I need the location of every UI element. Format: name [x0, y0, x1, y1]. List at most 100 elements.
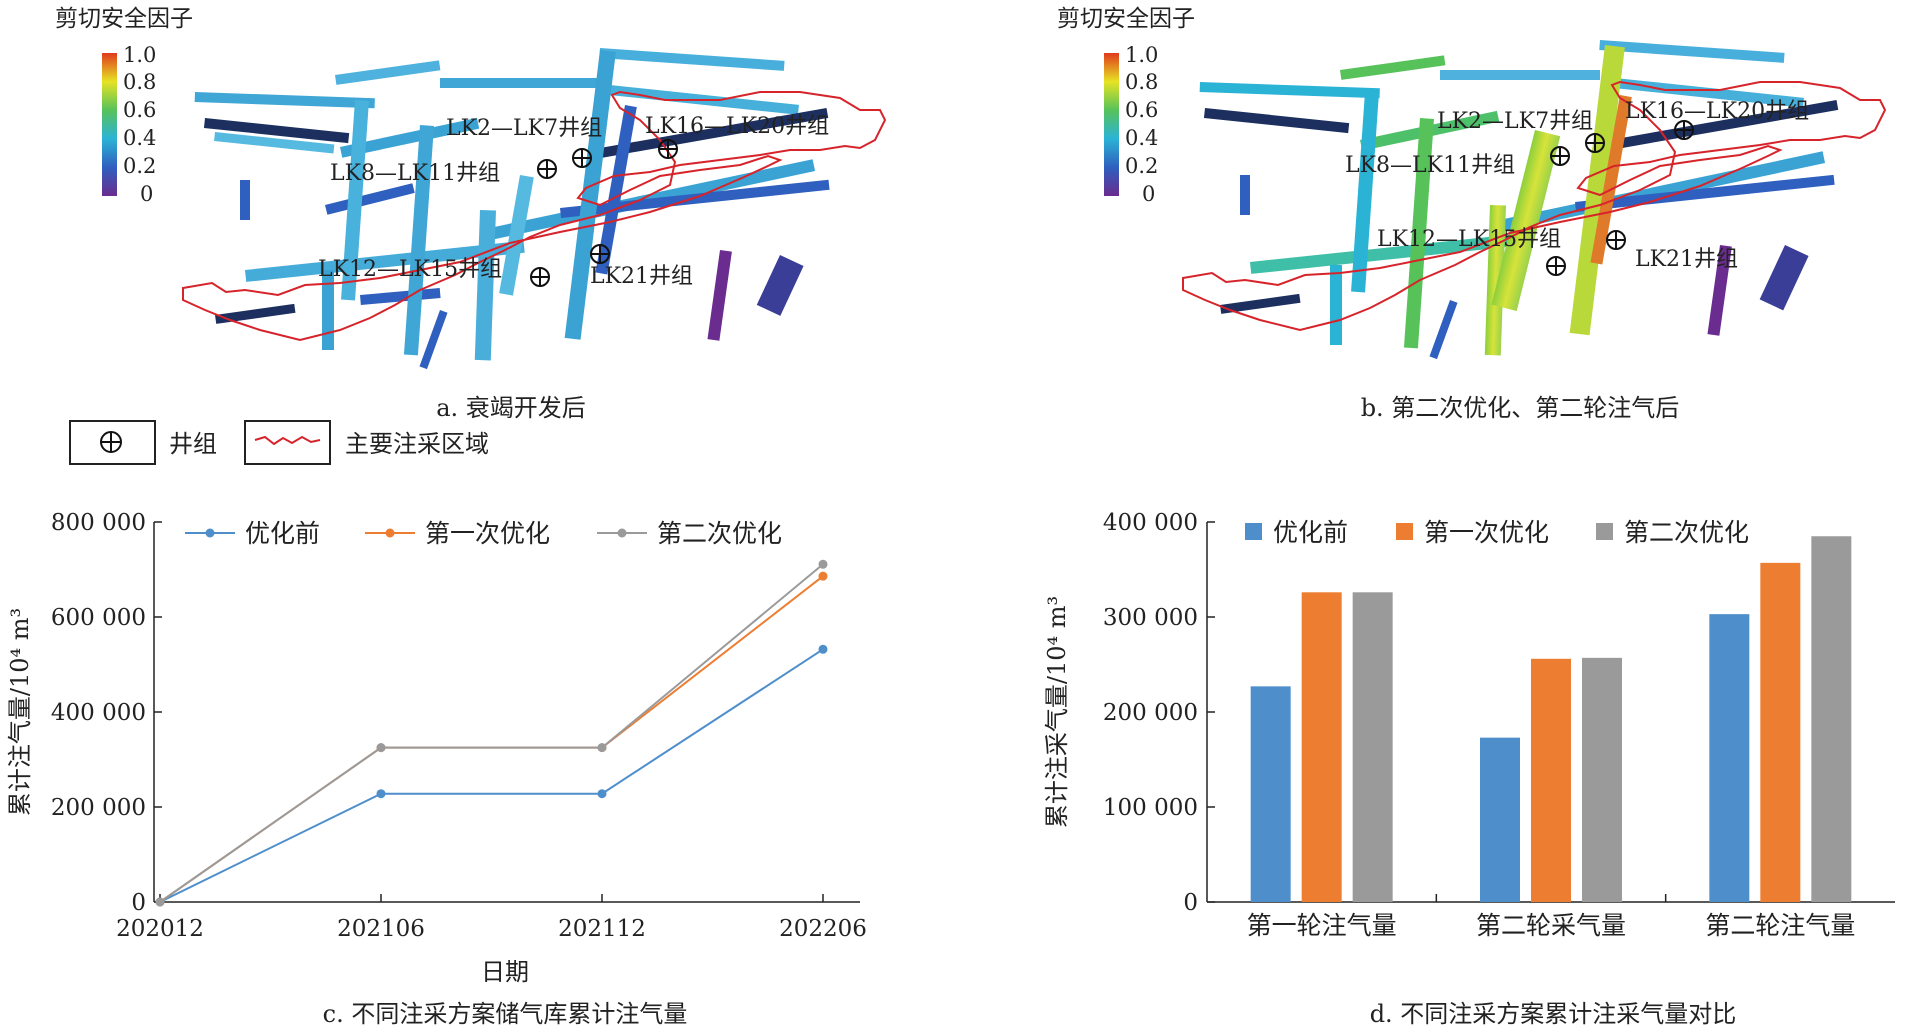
chart-d-y-ticks: 0 100 000 200 000 300 000 400 000	[1103, 510, 1215, 916]
map-a-label-lk16-lk20: LK16—LK20井组	[645, 114, 829, 139]
chart-d-bar	[1301, 592, 1342, 902]
map-a-tick-0.2: 0.2	[123, 154, 156, 178]
map-b: 剪切安全因子 1.0 0.8 0.6 0.4 0.2 0	[1057, 6, 1887, 422]
legend-well-label: 井组	[169, 430, 217, 458]
map-a: 剪切安全因子 1.0 0.8 0.6 0.4 0.2 0	[55, 6, 887, 422]
map-b-well-labels: LK2—LK7井组 LK16—LK20井组 LK8—LK11井组 LK12—LK…	[1345, 99, 1809, 272]
chart-d-legend: 优化前 第一次优化 第二次优化	[1245, 518, 1749, 547]
chart-c-ylabel: 累计注气量/10⁴ m³	[6, 608, 34, 816]
map-b-well-symbol-lk12-lk15	[1546, 256, 1566, 276]
chart-c-point	[155, 897, 165, 907]
chart-c-y-ticks: 0 200 000 400 000 600 000 800 000	[51, 510, 162, 916]
legend-well-box	[69, 420, 156, 465]
chart-d-legend-label: 第一次优化	[1424, 518, 1549, 547]
chart-c-legend-label: 第二次优化	[657, 519, 782, 548]
chart-d-bar	[1480, 737, 1520, 902]
map-a-tick-0.4: 0.4	[123, 126, 156, 150]
chart-c-point	[597, 743, 607, 753]
chart-c-legend-label: 第一次优化	[425, 519, 550, 548]
chart-d-ylabel: 累计注采气量/10⁴ m³	[1043, 596, 1071, 828]
map-legend: 井组 主要注采区域	[69, 420, 489, 465]
map-a-tick-0.6: 0.6	[123, 98, 156, 122]
map-a-wells	[530, 139, 678, 287]
map-a-well-symbol-lk16-lk20	[658, 139, 678, 159]
legend-region-line	[254, 435, 321, 446]
chart-d-bar	[1582, 657, 1622, 902]
map-a-well-labels: LK2—LK7井组 LK16—LK20井组 LK8—LK11井组 LK12—LK…	[318, 114, 829, 289]
map-b-tick-0.2: 0.2	[1125, 154, 1158, 178]
chart-c-point	[818, 571, 828, 581]
chart-c-ytick-label: 200 000	[51, 795, 146, 821]
map-a-colorbar-ticks: 1.0 0.8 0.6 0.4 0.2 0	[123, 43, 156, 206]
chart-c-ytick-label: 400 000	[51, 700, 146, 726]
map-a-main-injection-region	[182, 90, 887, 342]
chart-d-bar	[1250, 686, 1291, 902]
legend-region-box	[244, 420, 331, 465]
chart-c-legend-label: 优化前	[245, 519, 320, 548]
chart-c-legend-marker	[205, 528, 215, 538]
map-b-tick-1: 1.0	[1125, 43, 1158, 67]
chart-d-xtick-label: 第一轮注气量	[1247, 911, 1397, 940]
chart-d-ytick-label: 100 000	[1103, 795, 1198, 821]
map-b-label-lk8-lk11: LK8—LK11井组	[1345, 153, 1515, 178]
map-a-colorbar-title: 剪切安全因子	[55, 6, 193, 32]
chart-d-legend-label: 优化前	[1273, 518, 1348, 547]
chart-c-point	[818, 644, 828, 654]
map-b-colorbar-title: 剪切安全因子	[1057, 6, 1195, 32]
map-a-colorbar	[102, 53, 117, 196]
chart-d-bar	[1709, 614, 1750, 902]
map-b-label-lk16-lk20: LK16—LK20井组	[1625, 99, 1809, 124]
chart-c-point	[376, 789, 386, 799]
map-a-well-symbol-lk2-lk7	[572, 148, 592, 168]
map-b-main-injection-region	[1182, 80, 1887, 332]
map-a-tick-0: 0	[140, 182, 153, 206]
map-b-well-symbol-lk21	[1606, 230, 1626, 250]
chart-c-legend-marker	[385, 528, 395, 538]
chart-d-bar	[1531, 658, 1571, 902]
chart-c-x-ticks: 202012 202106 202112 202206	[116, 894, 867, 942]
chart-c-cumulative-injection: 0 200 000 400 000 600 000 800 000 202012 2021…	[6, 510, 867, 1028]
map-a-label-lk8-lk11: LK8—LK11井组	[330, 161, 500, 186]
map-b-fault-blocks	[1199, 39, 1839, 360]
chart-d-legend-label: 第二次优化	[1624, 518, 1749, 547]
map-a-tick-1: 1.0	[123, 43, 156, 67]
chart-d-ytick-label: 200 000	[1103, 700, 1198, 726]
map-b-caption: b. 第二次优化、第二轮注气后	[1361, 394, 1680, 422]
chart-c-xtick-label: 202012	[116, 916, 204, 942]
chart-d-legend-swatch	[1245, 523, 1262, 540]
chart-d-ytick-label: 300 000	[1103, 605, 1198, 631]
map-a-well-symbol-lk8-lk11	[537, 159, 557, 179]
map-b-well-symbol-lk16-lk20	[1674, 120, 1694, 140]
chart-c-xlabel: 日期	[481, 958, 529, 986]
chart-c-xtick-label: 202106	[337, 916, 425, 942]
map-b-tick-0.6: 0.6	[1125, 98, 1158, 122]
chart-d-injection-production-comparison: 0 100 000 200 000 300 000 400 000 第一轮注气量 第二轮采…	[1043, 510, 1895, 1028]
chart-c-legend-marker	[617, 528, 627, 538]
chart-c-legend: 优化前 第一次优化 第二次优化	[185, 519, 782, 548]
chart-c-point	[376, 743, 386, 753]
map-a-label-lk12-lk15: LK12—LK15井组	[318, 257, 502, 282]
chart-d-bar	[1811, 536, 1852, 902]
chart-c-ytick-label: 600 000	[51, 605, 146, 631]
chart-d-xtick-label: 第二轮注气量	[1705, 911, 1855, 940]
chart-c-series-line	[159, 563, 824, 903]
map-b-label-lk21: LK21井组	[1635, 247, 1738, 272]
chart-c-xtick-label: 202112	[558, 916, 646, 942]
map-a-well-symbol-lk21	[590, 244, 610, 264]
map-b-tick-0.4: 0.4	[1125, 126, 1158, 150]
map-b-tick-0.8: 0.8	[1125, 70, 1158, 94]
map-b-colorbar	[1104, 53, 1119, 196]
map-a-label-lk21: LK21井组	[590, 264, 693, 289]
chart-c-xtick-label: 202206	[779, 916, 867, 942]
chart-d-bar	[1352, 592, 1393, 902]
map-b-wells	[1546, 120, 1694, 276]
chart-c-point	[818, 559, 828, 569]
map-b-well-symbol-lk8-lk11	[1550, 146, 1570, 166]
chart-c-ytick-label: 800 000	[51, 510, 146, 536]
map-a-caption: a. 衰竭开发后	[436, 394, 586, 422]
chart-c-series-line	[159, 648, 824, 903]
map-a-label-lk2-lk7: LK2—LK7井组	[446, 116, 602, 141]
chart-d-ytick-label: 0	[1183, 890, 1198, 916]
map-b-well-symbol-lk2-lk7	[1585, 133, 1605, 153]
